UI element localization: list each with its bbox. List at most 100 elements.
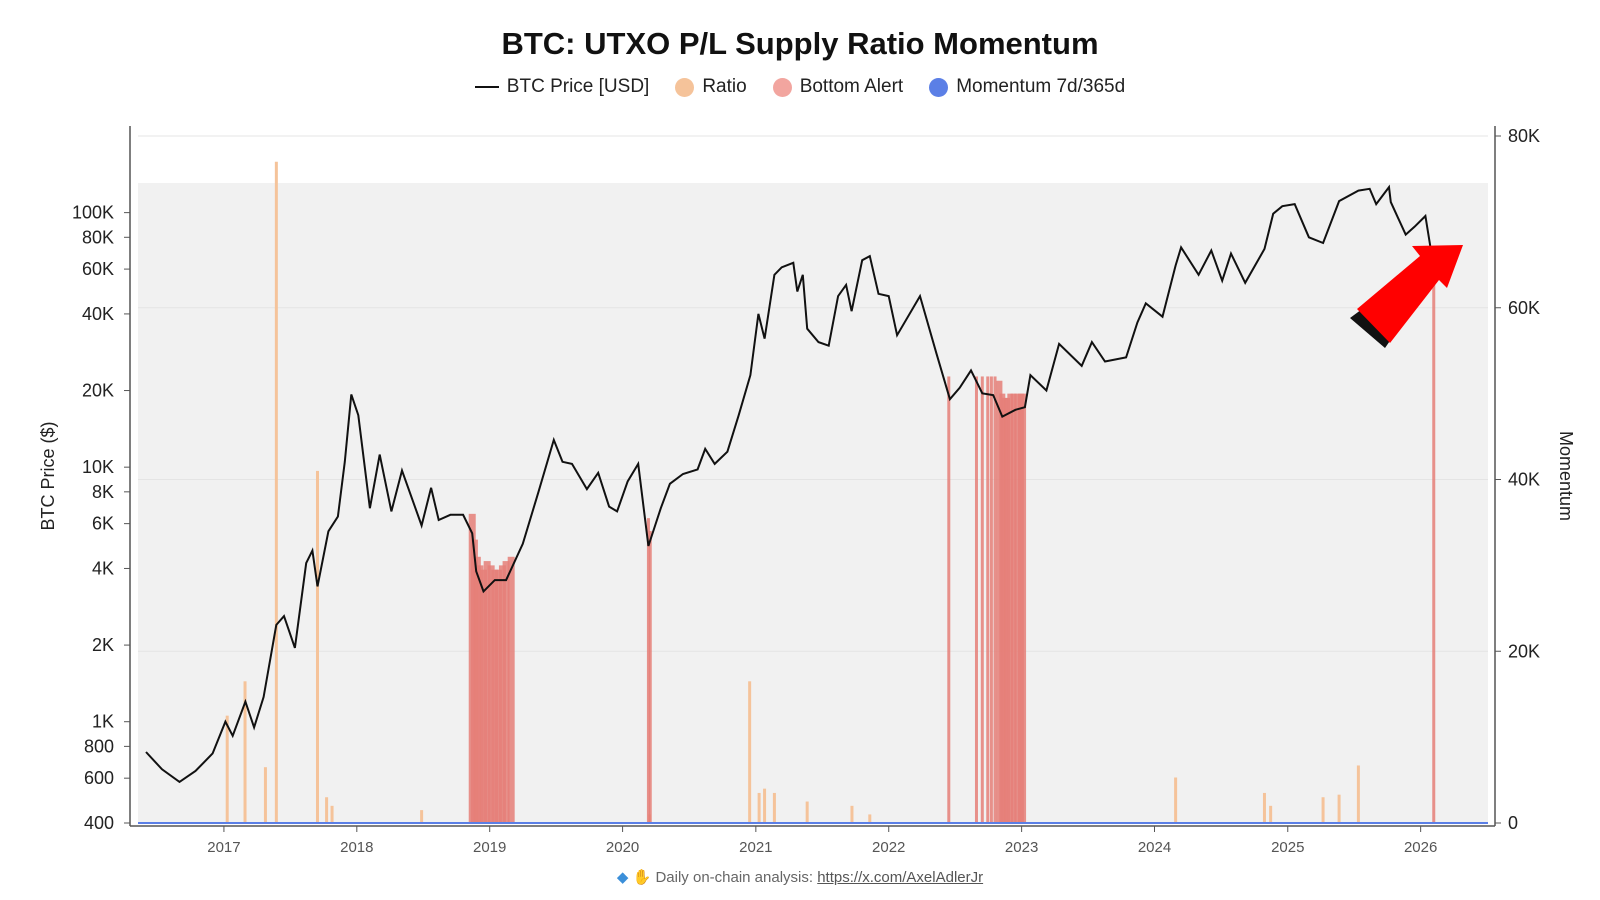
ratio-bar-0 — [225, 715, 229, 823]
footer-text: Daily on-chain analysis: — [655, 869, 818, 886]
bottom-alert-bar-12 — [646, 518, 650, 823]
ratio-bar-21 — [1356, 765, 1360, 823]
raised-hands-icon: ✋ — [632, 869, 652, 886]
right-tick-label-0: 0 — [1508, 813, 1518, 833]
gem-icon: ◆ — [616, 869, 629, 886]
bottom-alert-bar-11 — [507, 556, 515, 823]
left-tick-label-3: 1K — [92, 712, 114, 732]
bottom-alert-bar-15 — [974, 376, 978, 823]
legend-item-bottom-alert[interactable]: Bottom Alert — [772, 76, 904, 98]
left-tick-label-12: 80K — [82, 227, 114, 247]
legend-label-bottom-alert: Bottom Alert — [799, 76, 904, 97]
bottom-alert-bar-6 — [487, 565, 495, 823]
ratio-bar-17 — [1262, 792, 1266, 823]
bottom-alert-bar-18 — [989, 376, 993, 823]
left-tick-label-1: 600 — [84, 768, 114, 788]
ratio-bar-11 — [763, 788, 767, 823]
bottom-alert-bar-9 — [498, 565, 506, 823]
left-tick-label-5: 4K — [92, 558, 114, 578]
left-tick-label-10: 40K — [82, 304, 114, 324]
legend: BTC Price [USD] Ratio Bottom Alert Momen… — [0, 76, 1600, 98]
red-arrow — [1357, 245, 1463, 343]
bottom-alert-bar-16 — [980, 376, 984, 823]
right-tick-label-3: 60K — [1508, 298, 1540, 318]
bottom-alert-bar-14 — [947, 376, 951, 823]
legend-label-ratio: Ratio — [702, 76, 747, 97]
legend-item-price[interactable]: BTC Price [USD] — [474, 76, 650, 98]
legend-swatch-ratio — [675, 77, 695, 97]
ratio-bar-20 — [1337, 794, 1341, 823]
ratio-bar-9 — [748, 681, 752, 823]
legend-swatch-momentum — [929, 77, 949, 97]
x-tick-label-3: 2020 — [606, 839, 639, 856]
right-tick-label-2: 40K — [1508, 470, 1540, 490]
ratio-bar-14 — [850, 805, 854, 823]
left-tick-label-2: 800 — [84, 736, 114, 756]
x-tick-label-9: 2026 — [1404, 839, 1437, 856]
bottom-alert-bar-5 — [483, 561, 491, 823]
left-tick-label-0: 400 — [84, 813, 114, 833]
bottom-alert-bar-13 — [648, 531, 652, 823]
red-arrow-annotation — [1350, 245, 1463, 348]
legend-item-ratio[interactable]: Ratio — [675, 76, 747, 98]
bottom-alert-bar-7 — [491, 569, 499, 823]
bottom-alert-bar-17 — [986, 376, 990, 823]
x-tick-label-8: 2025 — [1271, 839, 1304, 856]
left-tick-label-11: 60K — [82, 259, 114, 279]
left-axis-ticks: 400 600 800 1K 2K 4K 6K 8K 10K 20K 40K 60K 80K 100K — [72, 203, 130, 833]
price-series-line — [145, 184, 1438, 784]
chart-plot: 400 600 800 1K 2K 4K 6K 8K 10K 20K 40K 60K 80K 100K 0… — [38, 126, 1576, 856]
bottom-alert-bar-24 — [1007, 393, 1014, 823]
ratio-bar-16 — [1174, 777, 1178, 823]
ratio-bar-18 — [1269, 805, 1273, 823]
x-tick-label-4: 2021 — [739, 839, 772, 856]
ratio-bar-13 — [805, 801, 809, 823]
legend-swatch-bottom-alert — [772, 77, 792, 97]
x-tick-label-1: 2018 — [340, 839, 373, 856]
ratio-bar-3 — [274, 161, 278, 823]
ratio-bar-7 — [420, 810, 424, 823]
bottom-alert-bar-26 — [1014, 393, 1021, 823]
bottom-alert-bar-10 — [502, 561, 510, 823]
bottom-alert-bar-19 — [993, 376, 997, 823]
right-axis-title: Momentum — [1556, 431, 1576, 521]
bottom-alert-bar-28 — [1020, 393, 1027, 823]
left-tick-label-8: 10K — [82, 457, 114, 477]
bottom-alert-bar-4 — [480, 569, 488, 823]
bottom-alert-bar-8 — [494, 569, 502, 823]
footer-link[interactable]: https://x.com/AxelAdlerJr — [817, 869, 984, 886]
x-axis-ticks: 2017 2018 2019 2020 2021 2022 2023 2024 2025 2026 — [207, 826, 1437, 856]
ratio-bar-5 — [325, 797, 329, 823]
legend-label-price: BTC Price [USD] — [506, 76, 650, 97]
right-tick-label-1: 20K — [1508, 641, 1540, 661]
ratio-bar-1 — [243, 681, 247, 823]
ratio-bar-6 — [330, 805, 334, 823]
bottom-alert-bar-29 — [1432, 247, 1436, 823]
legend-swatch-price — [474, 86, 499, 88]
x-tick-label-6: 2023 — [1005, 839, 1038, 856]
ratio-bar-4 — [315, 470, 319, 823]
chart-title: BTC: UTXO P/L Supply Ratio Momentum — [501, 26, 1099, 61]
ratio-bar-15 — [868, 814, 872, 823]
left-tick-label-7: 8K — [92, 482, 114, 502]
bottom-alert-bars — [468, 247, 1436, 823]
left-tick-label-6: 6K — [92, 514, 114, 534]
x-tick-label-7: 2024 — [1138, 839, 1171, 856]
plot-background-shaded — [138, 183, 1488, 823]
bottom-alert-bar-23 — [1004, 397, 1011, 823]
right-tick-label-4: 80K — [1508, 126, 1540, 146]
ratio-bar-12 — [772, 792, 776, 823]
footer: ◆ ✋ Daily on-chain analysis: https://x.c… — [0, 868, 1600, 886]
x-tick-label-0: 2017 — [207, 839, 240, 856]
legend-label-momentum: Momentum 7d/365d — [956, 76, 1126, 97]
x-tick-label-2: 2019 — [473, 839, 506, 856]
left-tick-label-13: 100K — [72, 203, 114, 223]
left-axis-title: BTC Price ($) — [38, 421, 58, 530]
left-tick-label-4: 2K — [92, 635, 114, 655]
ratio-bar-2 — [263, 767, 267, 823]
ratio-bar-10 — [757, 792, 761, 823]
bottom-alert-bar-25 — [1010, 393, 1017, 823]
bottom-alert-bar-3 — [476, 565, 484, 823]
legend-item-momentum[interactable]: Momentum 7d/365d — [929, 76, 1125, 98]
left-tick-label-9: 20K — [82, 381, 114, 401]
